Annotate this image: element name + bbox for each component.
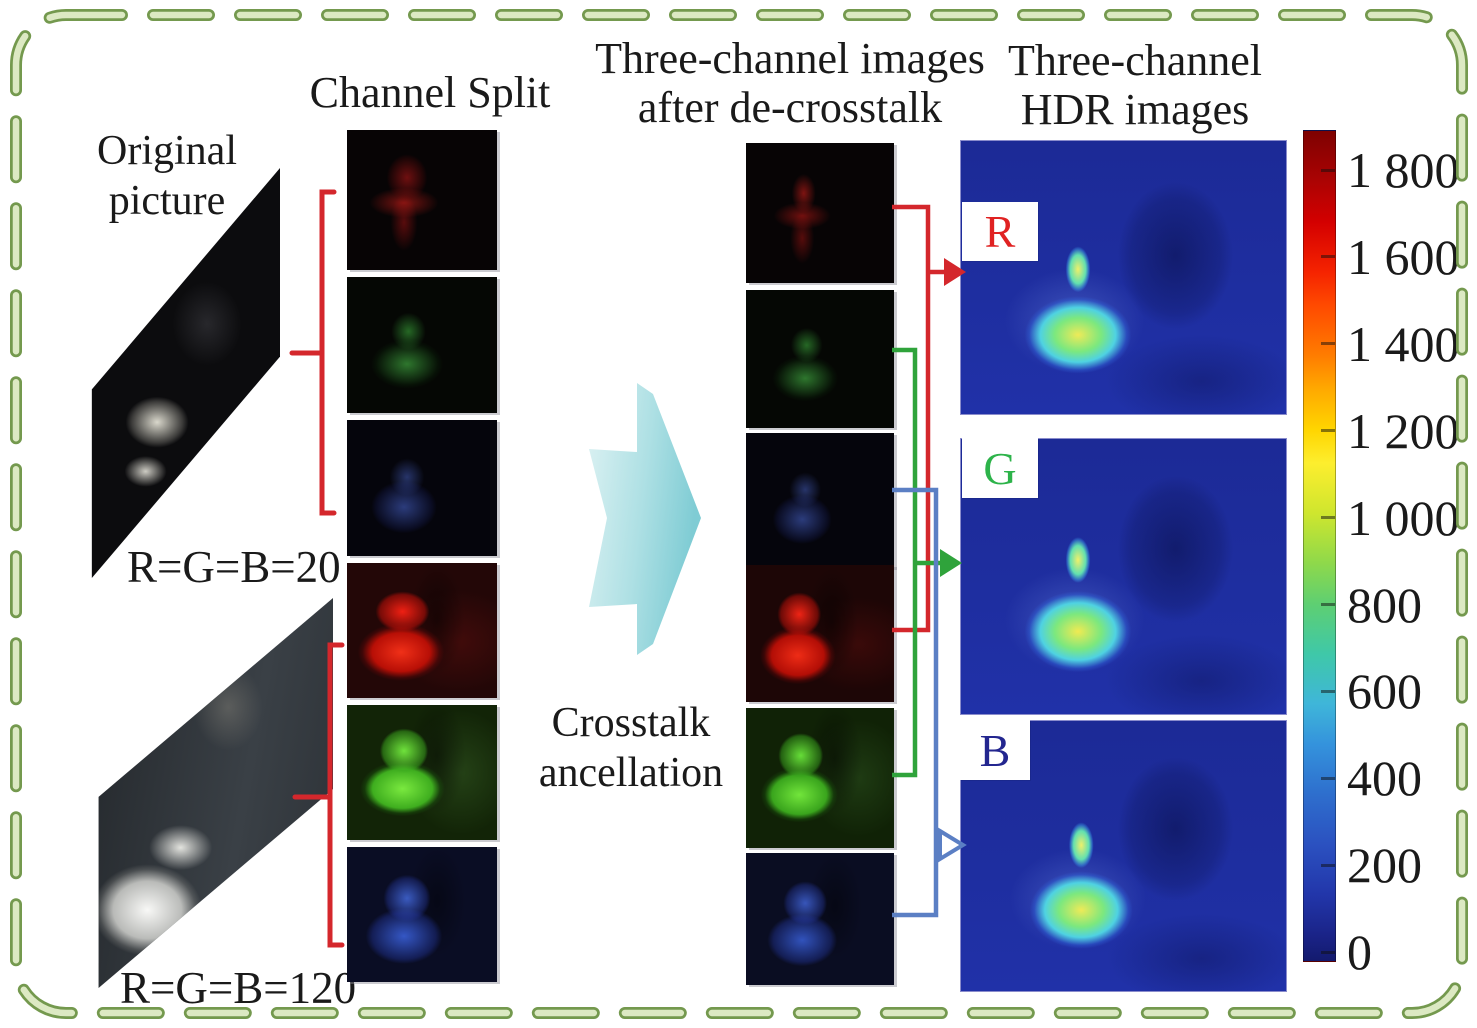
hdr-image-red	[960, 140, 1287, 415]
caption-decrosstalk: Three-channel images after de-crosstalk	[580, 34, 1000, 132]
hdr-letter-g: G	[983, 442, 1017, 494]
original-photo-low-exposure	[91, 168, 280, 578]
colorbar-tick-label: 600	[1347, 663, 1422, 720]
colorbar-tick-label: 200	[1347, 837, 1422, 894]
caption-decrosstalk-line2: after de-crosstalk	[637, 83, 943, 132]
caption-hdr-line2: HDR images	[1020, 85, 1250, 134]
colorbar-tick	[1321, 168, 1335, 172]
green-arrowhead-icon	[940, 549, 962, 577]
colorbar-tick-label: 1 800	[1347, 142, 1460, 198]
split-image-red-high	[347, 563, 497, 698]
caption-channel-split: Channel Split	[295, 68, 565, 117]
decross-image-red-high	[746, 565, 894, 702]
colorbar-tick	[1321, 950, 1335, 954]
caption-crosstalk-line2: ancellation	[538, 750, 724, 796]
colorbar-tick	[1321, 342, 1335, 346]
colorbar-tick	[1321, 255, 1335, 259]
split-image-red-low	[347, 130, 497, 270]
colorbar-tick-label: 1 000	[1347, 489, 1460, 546]
crosstalk-arrow	[589, 383, 701, 655]
hdr-letter-r: R	[984, 206, 1016, 257]
split-image-green-high	[347, 705, 497, 840]
decross-image-green-high	[746, 708, 894, 848]
hdr-label-box-green: G	[962, 438, 1038, 498]
bracket-low-exposure	[289, 189, 337, 516]
colorbar-tick	[1321, 863, 1335, 867]
colorbar-tick-label: 1 200	[1347, 402, 1460, 459]
hdr-label-box-red: R	[962, 202, 1038, 261]
caption-original-line1: Original	[97, 128, 237, 174]
split-image-blue-high	[347, 847, 497, 982]
colorbar-tick-label: 1 600	[1347, 228, 1460, 285]
split-image-blue-low	[347, 420, 497, 556]
colorbar-tick	[1321, 516, 1335, 520]
colorbar-tick-label: 1 400	[1347, 315, 1460, 372]
decross-image-blue-low	[746, 433, 894, 568]
connector-blue	[892, 487, 967, 918]
connector-red	[892, 204, 966, 633]
hdr-letter-b: B	[979, 724, 1011, 776]
original-photo-high-exposure	[98, 598, 333, 988]
label-exposure-high: R=G=B=120	[120, 963, 357, 1013]
hdr-label-box-blue: B	[960, 720, 1030, 780]
decross-image-blue-high	[746, 853, 894, 985]
caption-decrosstalk-line1: Three-channel images	[595, 34, 985, 83]
caption-hdr-line1: Three-channel	[1007, 36, 1263, 85]
caption-hdr: Three-channel HDR images	[965, 36, 1305, 134]
colorbar-tick-label: 0	[1347, 924, 1372, 981]
colorbar-tick	[1321, 603, 1335, 606]
colorbar-tick	[1321, 429, 1335, 433]
colorbar-tick	[1321, 689, 1335, 693]
label-exposure-low: R=G=B=20	[127, 542, 341, 592]
colorbar-tick-label: 800	[1347, 576, 1422, 633]
connector-green	[892, 347, 962, 778]
colorbar-tick	[1321, 776, 1335, 780]
caption-crosstalk-cancellation: Crosstalk ancellation	[495, 698, 767, 798]
caption-channel-split-text: Channel Split	[309, 68, 551, 117]
decross-image-red-low	[746, 143, 894, 283]
caption-crosstalk-line1: Crosstalk	[551, 700, 711, 746]
decross-image-green-low	[746, 290, 894, 428]
colorbar-tick-label: 400	[1347, 750, 1422, 807]
split-image-green-low	[347, 277, 497, 413]
